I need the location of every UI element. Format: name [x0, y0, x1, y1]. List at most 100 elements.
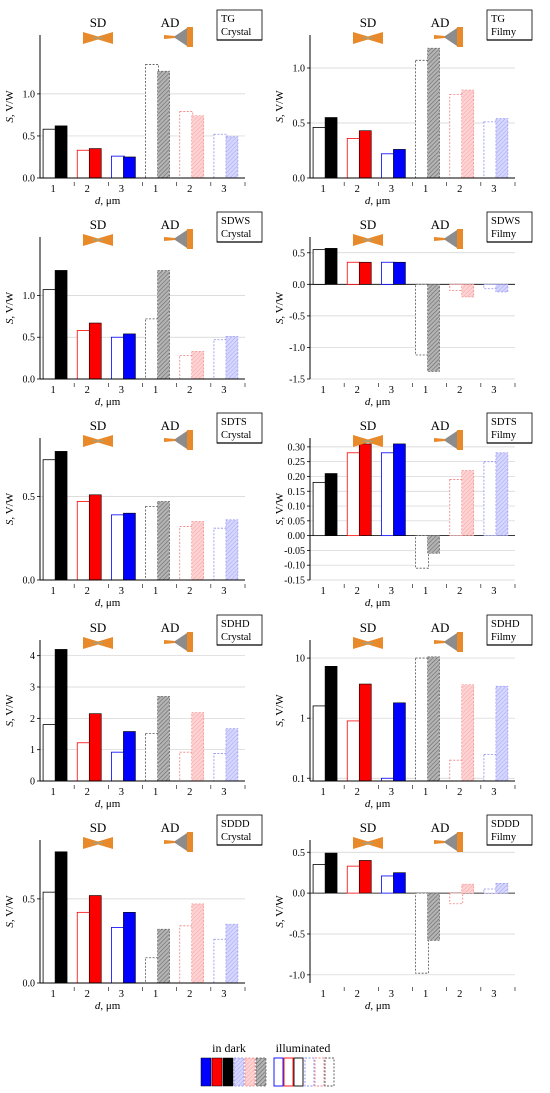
y-tick-label: 0.0	[23, 375, 36, 386]
sd-illuminated-bar-1	[312, 481, 327, 537]
sd-dark-bar-2	[358, 261, 372, 285]
y-tick-label: 0.10	[288, 502, 306, 513]
x-tick-label: 2	[187, 385, 192, 396]
x-tick-label: 3	[389, 989, 394, 1000]
sd-label: SD	[90, 15, 107, 30]
panel-label-box	[486, 211, 533, 243]
y-tick-label: 0.1	[293, 774, 306, 785]
ad-dark-bar-2	[461, 684, 475, 782]
y-tick-label: 0.0	[23, 174, 36, 185]
x-tick-label: 1	[153, 385, 158, 396]
x-tick-label: 1	[153, 184, 158, 195]
ad-illuminated-bar-1	[415, 59, 429, 179]
sd-dark-bar-3	[123, 333, 136, 380]
x-tick-label: 2	[85, 385, 90, 396]
sd-illuminated-bar-3	[381, 261, 395, 285]
ad-dark-bar-3	[495, 452, 509, 536]
x-tick-label: 1	[153, 989, 158, 1000]
panel-label-type: Crystal	[221, 632, 251, 643]
x-tick-label: 2	[355, 586, 360, 597]
panel-label-type: Crystal	[221, 832, 251, 843]
x-tick-label: 3	[119, 385, 124, 396]
panel-label-box	[216, 412, 263, 444]
ad-dark-bar-2	[461, 883, 475, 894]
y-axis-label: S, V/W	[4, 895, 16, 928]
x-axis-label: d, μm	[365, 597, 391, 609]
ad-dark-bar-2	[191, 351, 205, 380]
x-tick-label: 2	[85, 586, 90, 597]
x-axis-label: d, μm	[365, 1000, 391, 1012]
sd-dark-bar-2	[88, 494, 102, 581]
y-tick-label: 1.0	[293, 64, 306, 75]
panel-label-type: Filmy	[491, 229, 517, 240]
y-tick-label: 0.30	[288, 442, 306, 453]
ad-dark-bar-2	[191, 903, 205, 984]
x-tick-label: 2	[85, 184, 90, 195]
y-tick-label: 1.0	[23, 89, 36, 100]
sd-dark-bar-2	[358, 683, 372, 782]
ad-illuminated-bar-2	[179, 355, 194, 380]
y-tick-label: 4	[30, 651, 35, 662]
x-tick-label: 2	[187, 989, 192, 1000]
panel-label-box	[216, 211, 263, 243]
x-axis-label: d, μm	[365, 195, 391, 207]
y-tick-label: 1	[300, 714, 305, 725]
x-tick-label: 2	[85, 989, 90, 1000]
ad-asymmetric-icon	[164, 229, 193, 249]
sd-label: SD	[90, 620, 107, 635]
ad-illuminated-bar-1	[415, 892, 429, 974]
sd-dark-bar-3	[393, 872, 406, 894]
ad-asymmetric-icon	[434, 27, 463, 47]
sd-label: SD	[360, 820, 377, 835]
panel-label-sample: SDDD	[221, 819, 250, 830]
sd-dark-bar-1	[324, 473, 338, 536]
x-tick-label: 1	[423, 385, 428, 396]
x-tick-label: 3	[119, 989, 124, 1000]
panel-label-sample: SDTS	[221, 417, 247, 428]
sd-illuminated-bar-1	[312, 705, 327, 782]
x-tick-label: 2	[187, 787, 192, 798]
ad-dark-bar-1	[427, 656, 440, 782]
ad-dark-bar-1	[427, 284, 440, 372]
panel-label-sample: SDDD	[491, 819, 520, 830]
x-tick-label: 3	[491, 787, 496, 798]
y-tick-label: 0.5	[293, 248, 306, 259]
ad-illuminated-bar-2	[449, 283, 464, 292]
sd-illuminated-bar-2	[76, 501, 91, 581]
x-tick-label: 1	[50, 586, 55, 597]
x-tick-label: 3	[491, 989, 496, 1000]
y-tick-label: 0.5	[23, 492, 36, 503]
legend-swatch-dark-1	[200, 1057, 212, 1087]
sd-illuminated-bar-2	[76, 742, 91, 782]
ad-asymmetric-icon	[164, 27, 193, 47]
ad-label: AD	[161, 15, 180, 30]
ad-illuminated-bar-3	[213, 527, 228, 581]
x-tick-label: 1	[423, 787, 428, 798]
panel-label-sample: SDTS	[491, 417, 517, 428]
ad-label: AD	[161, 418, 180, 433]
sd-illuminated-bar-1	[42, 128, 57, 179]
x-tick-label: 2	[355, 787, 360, 798]
sd-dark-bar-1	[54, 451, 68, 581]
x-axis-label: d, μm	[95, 597, 121, 609]
y-axis-label: S, V/W	[4, 90, 16, 123]
ad-dark-bar-3	[225, 136, 239, 179]
x-tick-label: 2	[355, 184, 360, 195]
sd-illuminated-bar-3	[111, 751, 125, 782]
ad-label: AD	[431, 418, 450, 433]
sd-illuminated-bar-2	[346, 137, 361, 179]
x-tick-label: 1	[153, 787, 158, 798]
panel-label-type: Crystal	[221, 430, 251, 441]
ad-label: AD	[431, 820, 450, 835]
ad-illuminated-bar-3	[213, 339, 228, 380]
ad-illuminated-bar-3	[483, 461, 498, 537]
sd-label: SD	[90, 820, 107, 835]
x-tick-label: 3	[221, 989, 226, 1000]
x-tick-label: 3	[221, 184, 226, 195]
sd-illuminated-bar-2	[346, 720, 361, 782]
sd-illuminated-bar-3	[381, 875, 395, 894]
